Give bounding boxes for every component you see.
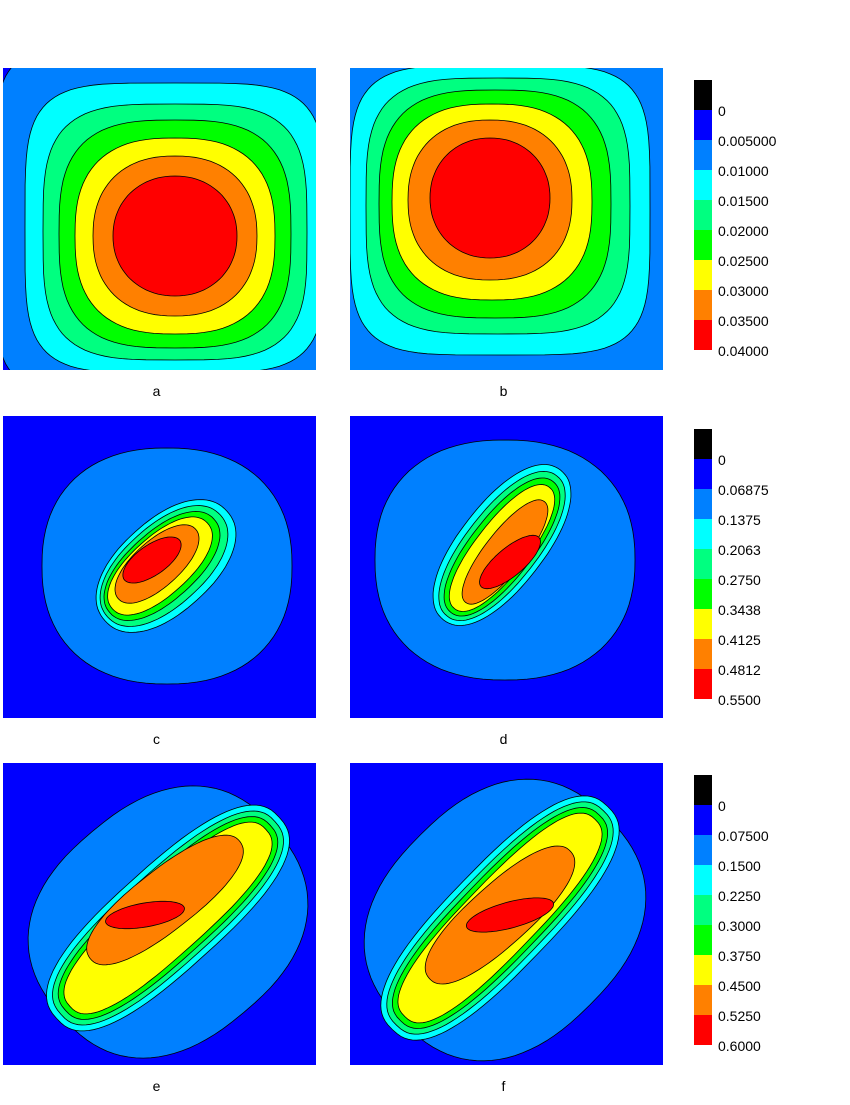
colorbar-swatch bbox=[694, 519, 712, 549]
colorbar-label: 0.4812 bbox=[718, 662, 761, 678]
colorbar-swatch bbox=[694, 489, 712, 519]
colorbar-swatch bbox=[694, 459, 712, 489]
colorbar-label: 0.2063 bbox=[718, 542, 761, 558]
contour bbox=[122, 536, 182, 584]
colorbar-swatch bbox=[694, 925, 712, 955]
colorbar-swatch bbox=[694, 110, 712, 140]
colorbar-label: 0.06875 bbox=[718, 482, 769, 498]
colorbar-label: 0.3000 bbox=[718, 918, 761, 934]
colorbar-swatch bbox=[694, 200, 712, 230]
colorbar-label: 0.02500 bbox=[718, 253, 769, 269]
colorbar-swatch bbox=[694, 579, 712, 609]
colorbar-swatch bbox=[694, 290, 712, 320]
panel-label: c bbox=[153, 731, 160, 747]
colorbar-label: 0.2750 bbox=[718, 572, 761, 588]
panel-label: f bbox=[502, 1078, 506, 1094]
colorbar-label: 0 bbox=[718, 452, 726, 468]
colorbar-swatch bbox=[694, 775, 712, 805]
colorbar-label: 0.1500 bbox=[718, 858, 761, 874]
colorbar-label: 0.1375 bbox=[718, 512, 761, 528]
colorbar-label: 0.01000 bbox=[718, 163, 769, 179]
colorbar-label: 0.2250 bbox=[718, 888, 761, 904]
colorbar-swatch bbox=[694, 639, 712, 669]
colorbar-swatch bbox=[694, 140, 712, 170]
panel-label: e bbox=[153, 1078, 161, 1094]
contour bbox=[105, 900, 185, 930]
colorbar-swatch bbox=[694, 895, 712, 925]
colorbar-swatch bbox=[694, 429, 712, 459]
colorbar-label: 0.07500 bbox=[718, 828, 769, 844]
colorbar-label: 0.03500 bbox=[718, 313, 769, 329]
colorbar-swatch bbox=[694, 170, 712, 200]
colorbar-swatch bbox=[694, 955, 712, 985]
colorbar-swatch bbox=[694, 1015, 712, 1045]
colorbar-label: 0.5250 bbox=[718, 1008, 761, 1024]
colorbar-swatch bbox=[694, 669, 712, 699]
colorbar-swatch bbox=[694, 985, 712, 1015]
colorbar-label: 0.02000 bbox=[718, 223, 769, 239]
colorbar-label: 0 bbox=[718, 798, 726, 814]
colorbar-swatch bbox=[694, 230, 712, 260]
colorbar-label: 0.3438 bbox=[718, 602, 761, 618]
colorbar-label: 0.4500 bbox=[718, 978, 761, 994]
colorbar-swatch bbox=[694, 609, 712, 639]
colorbar-label: 0.5500 bbox=[718, 692, 761, 708]
contour bbox=[479, 534, 541, 590]
panel-label: a bbox=[153, 383, 161, 399]
contour bbox=[465, 897, 555, 933]
contour bbox=[112, 175, 238, 297]
colorbar-label: 0.01500 bbox=[718, 193, 769, 209]
colorbar-swatch bbox=[694, 260, 712, 290]
colorbar-label: 0.4125 bbox=[718, 632, 761, 648]
colorbar-swatch bbox=[694, 80, 712, 110]
colorbar-label: 0.3750 bbox=[718, 948, 761, 964]
colorbar-swatch bbox=[694, 835, 712, 865]
colorbar-label: 0.03000 bbox=[718, 283, 769, 299]
colorbar-swatch bbox=[694, 865, 712, 895]
colorbar-swatch bbox=[694, 805, 712, 835]
colorbar-label: 0.6000 bbox=[718, 1038, 761, 1054]
contour bbox=[86, 834, 244, 966]
panel-label: b bbox=[500, 383, 508, 399]
colorbar-label: 0.04000 bbox=[718, 343, 769, 359]
contour bbox=[429, 137, 551, 259]
colorbar-swatch bbox=[694, 549, 712, 579]
panel-label: d bbox=[500, 731, 508, 747]
colorbar-label: 0.005000 bbox=[718, 133, 777, 149]
colorbar-swatch bbox=[694, 320, 712, 350]
colorbar-label: 0 bbox=[718, 103, 726, 119]
